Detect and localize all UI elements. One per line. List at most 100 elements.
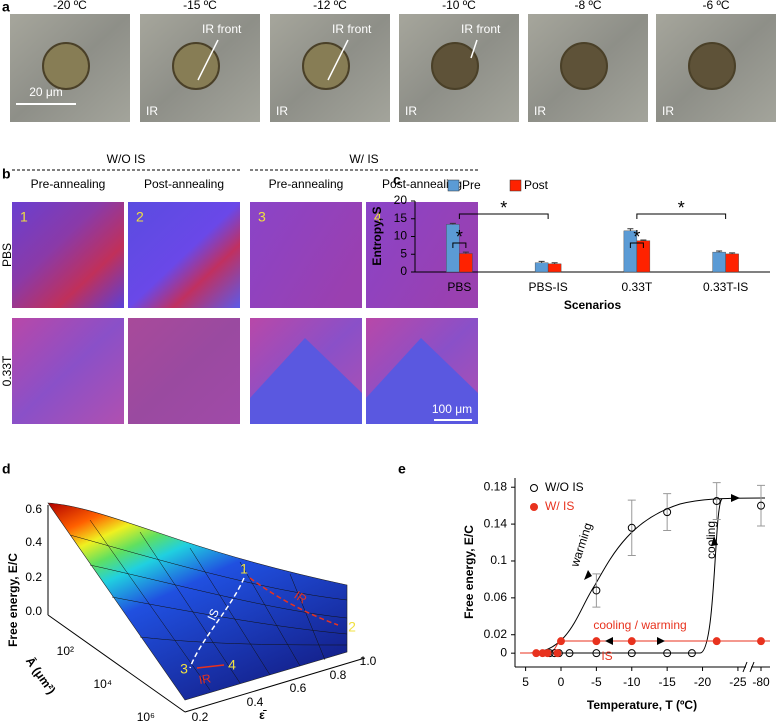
axis-break xyxy=(742,661,755,673)
axis-title: Ā (μm²) xyxy=(23,654,59,696)
significance-star: * xyxy=(456,227,463,247)
droplet xyxy=(42,42,90,90)
droplet xyxy=(560,42,608,90)
cooling-curve xyxy=(545,498,723,654)
data-point xyxy=(543,649,552,658)
x-tick-label: -5 xyxy=(591,675,602,689)
x-tick-label: PBS xyxy=(447,280,471,294)
annotation: cooling / warming xyxy=(593,618,686,632)
temperature-label: -6 ºC xyxy=(702,0,729,12)
y-tick-label: 0.18 xyxy=(484,479,508,493)
x-tick-label: -10 xyxy=(623,675,641,689)
error-bar xyxy=(663,493,672,532)
x-tick-label: -20 xyxy=(694,675,712,689)
significance-bracket xyxy=(636,213,727,219)
annotation: IS xyxy=(601,649,612,663)
group-label: W/O IS xyxy=(107,152,146,166)
panel-label: e xyxy=(398,461,406,477)
x-tick-label: 0.33T xyxy=(622,280,653,294)
is-path xyxy=(189,577,245,669)
y-tick-label: 15 xyxy=(394,211,408,225)
ir-label: IR xyxy=(405,104,417,118)
x-tick-label: 0.33T-IS xyxy=(703,280,748,294)
error-bar xyxy=(551,262,558,264)
bar xyxy=(547,263,562,273)
data-point xyxy=(712,497,721,506)
stage-label: Post-annealing xyxy=(144,177,224,191)
x-tick-label: -80 xyxy=(752,675,770,689)
z-tick-label: 0.4 xyxy=(25,535,42,549)
bar xyxy=(459,253,473,273)
significance-star: * xyxy=(678,198,685,218)
state-label: 4 xyxy=(228,657,236,673)
image-number: 1 xyxy=(20,209,28,225)
data-point xyxy=(757,637,765,646)
x-tick-label: 5 xyxy=(522,675,529,689)
droplet xyxy=(302,42,350,90)
y-tick-label: 0.02 xyxy=(484,627,508,641)
legend-swatch xyxy=(509,179,522,192)
axis-title: Scenarios xyxy=(564,298,622,312)
legend-marker xyxy=(530,503,538,511)
data-point xyxy=(592,586,601,595)
temperature-label: -10 ºC xyxy=(442,0,476,12)
stage-label: Pre-annealing xyxy=(31,177,106,191)
data-point xyxy=(663,649,672,658)
significance-star: * xyxy=(633,227,640,247)
ir-path xyxy=(196,664,225,669)
image-number: 4 xyxy=(374,209,382,225)
droplet xyxy=(431,42,479,90)
droplet xyxy=(688,42,736,90)
significance-bracket xyxy=(629,242,644,248)
path-label: IS xyxy=(205,607,222,623)
scale-bar-label: 100 μm xyxy=(432,402,472,416)
y-tick-label: 0 xyxy=(500,645,507,659)
significance-star: * xyxy=(500,198,507,218)
arrow xyxy=(197,39,219,81)
temperature-label: -8 ºC xyxy=(574,0,601,12)
axis-title: Free energy, E/C xyxy=(6,553,20,647)
ir-label: IR xyxy=(534,104,546,118)
data-point xyxy=(592,649,601,658)
panel-label: d xyxy=(2,461,11,477)
micrograph xyxy=(128,318,240,424)
data-point xyxy=(627,637,636,646)
annotation: warming xyxy=(567,521,595,569)
micrograph xyxy=(250,202,362,308)
image-number: 2 xyxy=(136,209,144,225)
error-bar xyxy=(640,239,647,241)
data-point xyxy=(627,523,636,532)
axis-title: Entropy, S xyxy=(370,206,384,265)
e-tick-label: 1.0 xyxy=(360,654,377,668)
ir-path xyxy=(249,577,339,626)
path-label: IR xyxy=(198,671,213,687)
stage-label: Post-annealing xyxy=(382,177,462,191)
panel-label: b xyxy=(2,166,11,182)
e-axis xyxy=(184,657,366,713)
data-point xyxy=(553,649,562,658)
error-bar xyxy=(757,484,765,527)
error-bar xyxy=(538,260,545,263)
surface-plot xyxy=(47,502,366,713)
stage-label: Pre-annealing xyxy=(269,177,344,191)
legend-label: W/ IS xyxy=(545,499,574,513)
error-bar xyxy=(449,222,456,225)
micrograph xyxy=(12,318,124,424)
data-point xyxy=(627,649,636,658)
legend-label: Post xyxy=(524,178,549,192)
data-point xyxy=(687,649,696,658)
error-bar xyxy=(627,228,634,231)
legend-marker xyxy=(530,484,538,492)
row-label: 0.33T xyxy=(0,355,14,386)
legend-label: W/O IS xyxy=(545,480,584,494)
temperature-label: -15 ºC xyxy=(183,0,217,12)
significance-bracket xyxy=(458,213,549,219)
annotation: cooling xyxy=(704,521,718,559)
y-tick-label: 10 xyxy=(394,229,408,243)
y-tick-label: 5 xyxy=(400,246,407,260)
data-point xyxy=(592,637,601,646)
y-tick-label: 0 xyxy=(400,264,407,278)
crystal-region xyxy=(250,338,362,424)
data-point xyxy=(712,637,721,646)
